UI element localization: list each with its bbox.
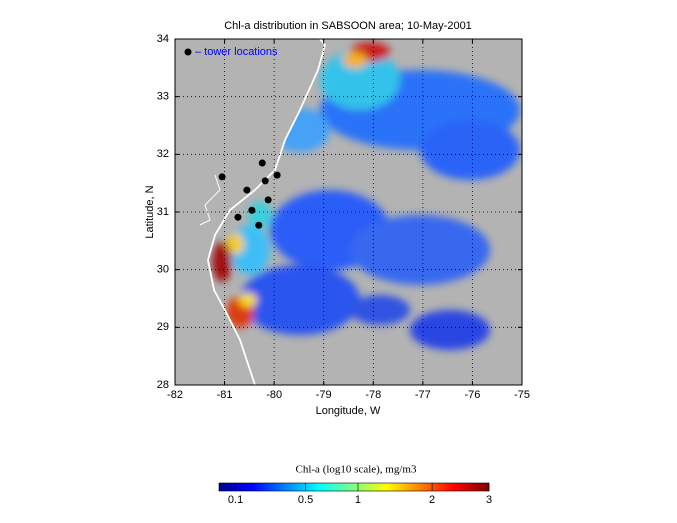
tower-location bbox=[264, 196, 272, 204]
map-title: Chl-a distribution in SABSOON area; 10-M… bbox=[224, 20, 472, 32]
colorbar-tick-label: 0.1 bbox=[228, 494, 243, 506]
tower-location bbox=[261, 177, 269, 185]
colorbar-label: Chl-a (log10 scale), mg/m3 bbox=[296, 464, 417, 476]
colorbar-tick-label: 1 bbox=[355, 494, 361, 506]
x-tick-label: -82 bbox=[167, 389, 183, 401]
tower-location bbox=[248, 206, 256, 214]
colorbar bbox=[218, 482, 490, 492]
tower-location bbox=[234, 213, 242, 221]
colorbar-tick-label: 2 bbox=[429, 494, 435, 506]
x-tick-label: -78 bbox=[365, 389, 381, 401]
tower-location bbox=[258, 159, 266, 167]
y-tick-label: 33 bbox=[157, 91, 169, 103]
y-tick-label: 31 bbox=[157, 206, 169, 218]
tower-location bbox=[255, 221, 263, 229]
legend-marker bbox=[184, 48, 192, 56]
x-tick-label: -80 bbox=[266, 389, 282, 401]
y-tick-label: 30 bbox=[157, 264, 169, 276]
x-tick-label: -79 bbox=[316, 389, 332, 401]
y-tick-label: 32 bbox=[157, 148, 169, 160]
chlorophyll-image bbox=[175, 39, 520, 385]
legend-label: – tower locations bbox=[195, 46, 278, 58]
x-tick-label: -75 bbox=[514, 389, 530, 401]
x-tick-label: -76 bbox=[464, 389, 480, 401]
x-tick-label: -77 bbox=[415, 389, 431, 401]
tower-location bbox=[218, 173, 226, 181]
tower-location bbox=[273, 171, 281, 179]
y-axis-label: Latitude, N bbox=[144, 185, 156, 238]
y-tick-label: 29 bbox=[157, 321, 169, 333]
y-tick-label: 34 bbox=[157, 33, 169, 45]
y-tick-label: 28 bbox=[157, 379, 169, 391]
colorbar-tick-label: 0.5 bbox=[298, 494, 313, 506]
tower-location bbox=[243, 186, 251, 194]
x-tick-label: -81 bbox=[217, 389, 233, 401]
colorbar-tick-label: 3 bbox=[486, 494, 492, 506]
x-axis-label: Longitude, W bbox=[316, 405, 381, 417]
